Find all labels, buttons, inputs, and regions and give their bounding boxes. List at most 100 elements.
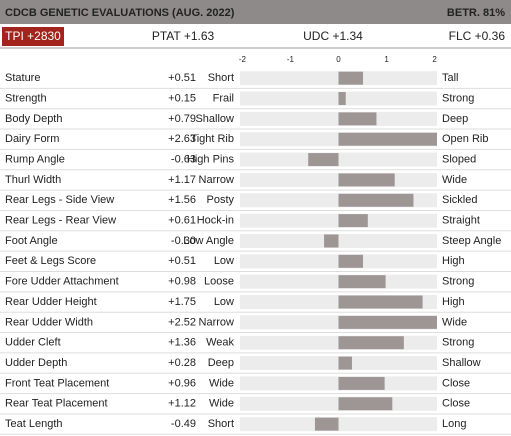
high-label: Open Rib bbox=[442, 133, 488, 145]
bar bbox=[338, 173, 395, 187]
x-tick-label: -1 bbox=[287, 55, 295, 64]
reliability: BETR. 81% bbox=[447, 7, 505, 19]
bar bbox=[338, 254, 364, 268]
summary-udc: UDC +1.34 bbox=[303, 29, 363, 43]
x-tick-label: -2 bbox=[239, 55, 247, 64]
trait-name: Teat Length bbox=[5, 418, 63, 430]
high-label: Wide bbox=[442, 174, 467, 186]
low-label: Loose bbox=[204, 276, 234, 288]
low-label: Wide bbox=[209, 377, 234, 389]
bar bbox=[338, 193, 414, 207]
bar bbox=[314, 417, 339, 431]
low-label: Low Angle bbox=[183, 235, 234, 247]
high-label: Strong bbox=[442, 276, 474, 288]
trait-name: Rear Udder Height bbox=[5, 296, 97, 308]
trait-name: Udder Cleft bbox=[5, 337, 61, 349]
value-label: +1.12 bbox=[168, 398, 196, 410]
high-label: Wide bbox=[442, 316, 467, 328]
low-label: Narrow bbox=[199, 174, 235, 186]
trait-name: Rear Udder Width bbox=[5, 316, 93, 328]
summary-ptat: PTAT +1.63 bbox=[152, 29, 215, 43]
low-label: Tight Rib bbox=[190, 133, 234, 145]
value-label: +0.15 bbox=[168, 92, 196, 104]
bar bbox=[338, 275, 386, 289]
trait-name: Rump Angle bbox=[5, 153, 65, 165]
value-label: +0.51 bbox=[168, 255, 196, 267]
high-label: Sickled bbox=[442, 194, 477, 206]
low-label: Weak bbox=[206, 337, 234, 349]
low-label: Posty bbox=[206, 194, 234, 206]
low-label: High Pins bbox=[187, 153, 235, 165]
trait-name: Udder Depth bbox=[5, 357, 67, 369]
trait-name: Strength bbox=[5, 92, 47, 104]
bar bbox=[338, 92, 346, 106]
trait-name: Rear Legs - Rear View bbox=[5, 215, 116, 227]
bar bbox=[338, 356, 352, 370]
low-label: Wide bbox=[209, 398, 234, 410]
value-label: +1.36 bbox=[168, 337, 196, 349]
bar bbox=[338, 214, 368, 228]
header-title: CDCB GENETIC EVALUATIONS (AUG. 2022) bbox=[5, 7, 235, 19]
high-label: High bbox=[442, 296, 465, 308]
bar bbox=[338, 336, 404, 350]
trait-name: Fore Udder Attachment bbox=[5, 276, 119, 288]
value-label: +0.61 bbox=[168, 215, 196, 227]
low-label: Hock-in bbox=[197, 215, 234, 227]
x-tick-label: 1 bbox=[384, 55, 389, 64]
tpi-badge bbox=[2, 27, 64, 46]
low-label: Deep bbox=[208, 357, 234, 369]
high-label: Close bbox=[442, 377, 470, 389]
trait-name: Stature bbox=[5, 72, 40, 84]
value-label: +0.79 bbox=[168, 113, 196, 125]
trait-name: Thurl Width bbox=[5, 174, 61, 186]
bar bbox=[338, 112, 377, 126]
low-label: Low bbox=[214, 296, 234, 308]
summary-flc: FLC +0.36 bbox=[449, 29, 506, 43]
high-label: High bbox=[442, 255, 465, 267]
value-label: +2.52 bbox=[168, 316, 196, 328]
x-tick-label: 2 bbox=[432, 55, 437, 64]
summary-tpi: TPI +2830 bbox=[5, 29, 61, 43]
high-label: Long bbox=[442, 418, 466, 430]
trait-name: Rear Teat Placement bbox=[5, 398, 108, 410]
trait-name: Dairy Form bbox=[5, 133, 59, 145]
x-tick-label: 0 bbox=[336, 55, 341, 64]
value-label: +0.51 bbox=[168, 72, 196, 84]
high-label: Close bbox=[442, 398, 470, 410]
high-label: Shallow bbox=[442, 357, 481, 369]
bar bbox=[338, 295, 423, 309]
bar bbox=[338, 132, 437, 146]
low-label: Short bbox=[208, 418, 234, 430]
high-label: Tall bbox=[442, 72, 459, 84]
high-label: Steep Angle bbox=[442, 235, 501, 247]
value-label: -0.49 bbox=[171, 418, 196, 430]
high-label: Strong bbox=[442, 337, 474, 349]
trait-name: Rear Legs - Side View bbox=[5, 194, 114, 206]
high-label: Sloped bbox=[442, 153, 476, 165]
value-label: +1.17 bbox=[168, 174, 196, 186]
high-label: Strong bbox=[442, 92, 474, 104]
bar bbox=[324, 234, 339, 248]
bar bbox=[338, 376, 385, 390]
low-label: Short bbox=[208, 72, 234, 84]
bar bbox=[338, 315, 437, 329]
trait-name: Front Teat Placement bbox=[5, 377, 109, 389]
trait-name: Feet & Legs Score bbox=[5, 255, 96, 267]
trait-name: Foot Angle bbox=[5, 235, 58, 247]
value-label: +0.96 bbox=[168, 377, 196, 389]
value-label: +2.63 bbox=[168, 133, 196, 145]
value-label: +0.98 bbox=[168, 276, 196, 288]
header-bar bbox=[0, 0, 511, 24]
low-label: Frail bbox=[213, 92, 234, 104]
low-label: Low bbox=[214, 255, 234, 267]
high-label: Straight bbox=[442, 215, 480, 227]
value-label: -0.63 bbox=[171, 153, 196, 165]
value-label: +1.75 bbox=[168, 296, 196, 308]
value-label: +1.56 bbox=[168, 194, 196, 206]
value-label: -0.30 bbox=[171, 235, 196, 247]
bar bbox=[308, 153, 339, 167]
high-label: Deep bbox=[442, 113, 468, 125]
bar bbox=[338, 397, 393, 411]
trait-name: Body Depth bbox=[5, 113, 62, 125]
